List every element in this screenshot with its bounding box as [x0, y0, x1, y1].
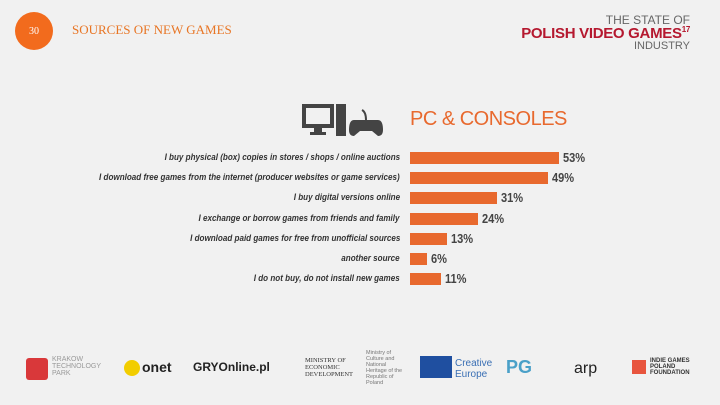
category-label: I exchange or borrow games from friends … — [198, 212, 400, 224]
category-label: I buy digital versions online — [293, 192, 400, 204]
logo-line1: THE STATE OF — [605, 13, 690, 27]
bar — [410, 172, 549, 185]
logo-indie-games: INDIE GAMES POLAND FOUNDATION — [650, 358, 690, 376]
value-label: 24% — [481, 210, 504, 226]
logo-line2-text: POLISH VIDEO GAMES — [521, 25, 682, 42]
value-label: 31% — [501, 190, 524, 206]
bar — [410, 192, 498, 205]
category-label: another source — [341, 253, 400, 264]
logo-pg: PG — [506, 357, 533, 377]
logo-gryonline: GRYOnline.pl — [193, 360, 270, 374]
page-number-badge: 30 — [15, 12, 53, 50]
pc-console-icon — [302, 104, 383, 136]
eu-flag-icon — [420, 356, 452, 378]
value-label: 53% — [563, 150, 586, 165]
value-label: 49% — [552, 170, 575, 186]
category-label: I do not buy, do not install new games — [254, 273, 400, 285]
indie-games-logo-icon — [632, 360, 646, 374]
report-logo: THE STATE OF POLISH VIDEO GAMES17 INDUST… — [521, 14, 690, 52]
category-label: I download free games from the internet … — [99, 172, 400, 184]
logo-onet: onet — [142, 359, 172, 375]
logo-arp: arp — [574, 360, 598, 377]
chart-title: PC & CONSOLES — [410, 108, 567, 130]
bar — [410, 273, 442, 286]
value-label: 13% — [450, 230, 473, 246]
krakow-logo-icon — [26, 358, 48, 380]
logo-ministry-culture: Ministry of Culture and National Heritag… — [366, 350, 403, 386]
logo-line3: INDUSTRY — [633, 40, 690, 52]
logo-ministry-economic: MINISTRY OF ECONOMIC DEVELOPMENT — [305, 357, 354, 378]
page-title: SOURCES OF NEW GAMES — [72, 22, 232, 37]
bar — [410, 212, 478, 225]
logo-line2: POLISH VIDEO GAMES17 — [521, 25, 691, 42]
bar — [410, 152, 560, 164]
bar — [410, 232, 447, 245]
category-label: I download paid games for free from unof… — [189, 232, 400, 244]
value-label: 6% — [430, 251, 447, 266]
category-label: I buy physical (box) copies in stores / … — [164, 152, 400, 163]
logo-krakow: KRAKOW TECHNOLOGY PARK — [52, 356, 101, 377]
bar — [410, 253, 427, 265]
logo-sup: 17 — [681, 25, 691, 34]
value-label: 11% — [445, 271, 467, 287]
onet-logo-icon — [124, 360, 140, 376]
logo-creative-europe: Creative Europe — [455, 358, 493, 380]
